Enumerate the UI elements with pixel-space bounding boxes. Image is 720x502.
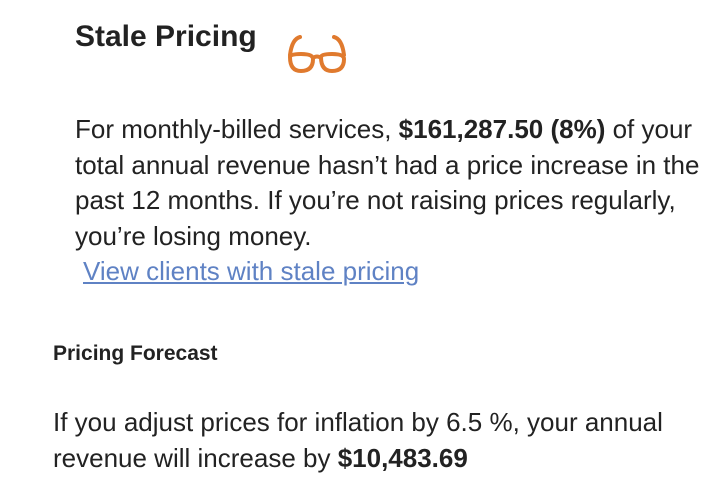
- amount: $161,287.50 (8%): [398, 114, 606, 144]
- text: For monthly-billed services,: [75, 114, 399, 144]
- subsection-title: Pricing Forecast: [53, 342, 218, 365]
- link[interactable]: View clients with stale pricing: [83, 256, 420, 286]
- text: of your total annual revenue hasn’t had …: [75, 114, 700, 251]
- glasses-icon: [287, 35, 347, 74]
- text: If you adjust prices for inflation by 6.…: [53, 407, 663, 473]
- stale-text: For monthly-billed services, $161,287.50…: [75, 112, 700, 290]
- section-title: Stale Pricing: [75, 20, 257, 53]
- amount: $10,483.69: [337, 442, 468, 473]
- forecast-text: If you adjust prices for inflation by 6.…: [53, 405, 678, 476]
